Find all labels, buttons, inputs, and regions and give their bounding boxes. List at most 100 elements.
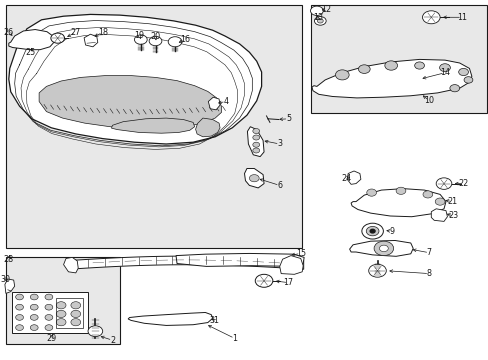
Circle shape bbox=[384, 61, 397, 70]
Text: 26: 26 bbox=[4, 28, 14, 37]
Polygon shape bbox=[349, 240, 412, 256]
Polygon shape bbox=[208, 97, 220, 110]
Circle shape bbox=[449, 85, 459, 92]
Text: 20: 20 bbox=[150, 32, 160, 41]
Text: 12: 12 bbox=[321, 4, 331, 13]
Bar bbox=[6, 257, 120, 344]
Text: 5: 5 bbox=[285, 114, 290, 123]
Text: 15: 15 bbox=[295, 249, 305, 258]
Circle shape bbox=[434, 198, 444, 205]
Circle shape bbox=[16, 294, 23, 300]
Polygon shape bbox=[350, 189, 445, 217]
Text: 9: 9 bbox=[389, 227, 394, 236]
Text: 2: 2 bbox=[110, 336, 115, 345]
Circle shape bbox=[71, 319, 81, 326]
Text: 30: 30 bbox=[1, 274, 11, 284]
Circle shape bbox=[361, 223, 383, 239]
Circle shape bbox=[249, 175, 259, 182]
Text: 19: 19 bbox=[134, 31, 144, 40]
Polygon shape bbox=[12, 292, 88, 333]
Circle shape bbox=[16, 315, 23, 320]
Polygon shape bbox=[176, 253, 304, 266]
Text: 25: 25 bbox=[25, 48, 35, 57]
Text: 13: 13 bbox=[312, 13, 322, 22]
Circle shape bbox=[335, 70, 348, 80]
Text: 1: 1 bbox=[232, 334, 237, 343]
Circle shape bbox=[368, 264, 386, 277]
Text: 14: 14 bbox=[439, 68, 449, 77]
Bar bbox=[56, 298, 83, 328]
Circle shape bbox=[463, 77, 472, 83]
Circle shape bbox=[310, 6, 323, 15]
Bar bbox=[310, 5, 486, 113]
Circle shape bbox=[51, 33, 64, 43]
Text: 29: 29 bbox=[46, 334, 56, 343]
Circle shape bbox=[458, 68, 468, 76]
Circle shape bbox=[45, 294, 53, 300]
Circle shape bbox=[252, 142, 259, 147]
Circle shape bbox=[56, 310, 66, 318]
Circle shape bbox=[379, 245, 387, 252]
Text: 23: 23 bbox=[448, 211, 458, 220]
Polygon shape bbox=[5, 279, 15, 293]
Circle shape bbox=[16, 304, 23, 310]
Circle shape bbox=[30, 325, 38, 330]
Circle shape bbox=[30, 304, 38, 310]
Circle shape bbox=[366, 189, 376, 196]
Polygon shape bbox=[39, 76, 221, 129]
Polygon shape bbox=[9, 14, 261, 144]
Text: 6: 6 bbox=[277, 181, 282, 190]
Circle shape bbox=[255, 274, 272, 287]
Circle shape bbox=[56, 319, 66, 326]
Circle shape bbox=[422, 11, 439, 24]
Circle shape bbox=[395, 187, 405, 194]
Polygon shape bbox=[244, 168, 264, 188]
Circle shape bbox=[88, 326, 102, 337]
Polygon shape bbox=[311, 59, 471, 98]
Circle shape bbox=[369, 229, 374, 233]
Text: 7: 7 bbox=[426, 248, 431, 257]
Circle shape bbox=[71, 302, 81, 309]
Polygon shape bbox=[195, 118, 220, 137]
Circle shape bbox=[317, 19, 323, 23]
Circle shape bbox=[252, 148, 259, 153]
Circle shape bbox=[252, 135, 259, 140]
Circle shape bbox=[252, 129, 259, 134]
Circle shape bbox=[71, 310, 81, 318]
Circle shape bbox=[45, 304, 53, 310]
Circle shape bbox=[414, 62, 424, 69]
Polygon shape bbox=[84, 34, 98, 47]
Polygon shape bbox=[247, 127, 264, 157]
Circle shape bbox=[358, 65, 369, 73]
Circle shape bbox=[134, 35, 147, 44]
Polygon shape bbox=[346, 171, 360, 184]
Circle shape bbox=[30, 315, 38, 320]
Polygon shape bbox=[128, 312, 212, 325]
Circle shape bbox=[439, 64, 449, 72]
Text: 8: 8 bbox=[426, 269, 431, 278]
Text: 22: 22 bbox=[458, 179, 468, 188]
Circle shape bbox=[314, 17, 325, 25]
Circle shape bbox=[366, 226, 378, 236]
Text: 21: 21 bbox=[447, 197, 456, 206]
Text: 11: 11 bbox=[456, 13, 466, 22]
Text: 24: 24 bbox=[341, 174, 350, 183]
Polygon shape bbox=[279, 256, 303, 274]
Circle shape bbox=[422, 191, 432, 198]
Polygon shape bbox=[63, 257, 78, 273]
Circle shape bbox=[45, 315, 53, 320]
Text: 27: 27 bbox=[71, 28, 81, 37]
Text: 31: 31 bbox=[209, 316, 219, 325]
Circle shape bbox=[435, 178, 451, 189]
Text: 4: 4 bbox=[223, 97, 228, 106]
Polygon shape bbox=[9, 30, 54, 50]
Text: 3: 3 bbox=[277, 139, 282, 148]
Circle shape bbox=[16, 325, 23, 330]
Text: 16: 16 bbox=[180, 35, 189, 44]
Text: 17: 17 bbox=[283, 278, 293, 287]
Circle shape bbox=[373, 241, 393, 256]
Polygon shape bbox=[430, 209, 447, 221]
Circle shape bbox=[149, 36, 162, 46]
Circle shape bbox=[56, 302, 66, 309]
Circle shape bbox=[45, 325, 53, 330]
